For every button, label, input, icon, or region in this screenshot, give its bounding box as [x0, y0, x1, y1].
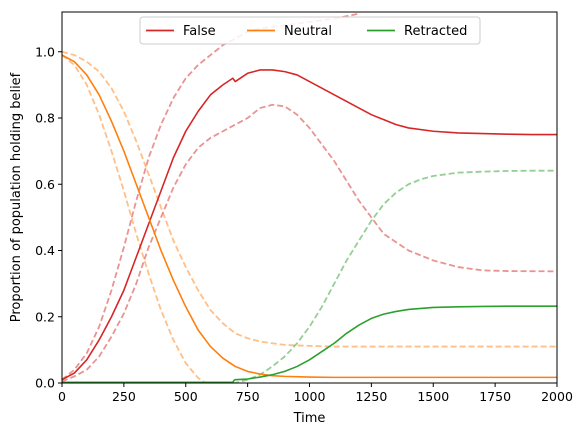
legend-label-neutral: Neutral: [284, 24, 332, 39]
series-line-1: [62, 54, 557, 379]
y-tick-label: 0.6: [35, 177, 55, 192]
legend: False Neutral Retracted: [139, 16, 481, 45]
legend-label-false: False: [183, 24, 216, 39]
x-tick-label: 500: [174, 389, 198, 404]
y-tick-label: 1.0: [35, 44, 55, 59]
y-axis: 0.0 0.2 0.4 0.6 0.8 1.0: [35, 44, 62, 391]
series-line-4: [62, 103, 557, 383]
series-layer: [62, 12, 557, 383]
x-tick-label: 1500: [417, 389, 449, 404]
series-line-6: [62, 54, 207, 383]
series-line-3: [62, 12, 360, 381]
x-tick-label: 750: [236, 389, 260, 404]
y-tick-label: 0.0: [35, 376, 55, 391]
x-tick-label: 1750: [479, 389, 511, 404]
x-tick-label: 1250: [355, 389, 387, 404]
y-tick-label: 0.2: [35, 309, 55, 324]
x-axis-label: Time: [293, 411, 326, 426]
y-axis-label: Proportion of population holding belief: [9, 72, 24, 322]
series-line-7: [62, 169, 557, 383]
y-tick-label: 0.4: [35, 243, 55, 258]
plot-frame: [61, 11, 558, 384]
x-tick-label: 0: [58, 389, 66, 404]
x-axis: 0 250 500 750 1000 1250 1500 1750 2000: [58, 383, 573, 404]
x-tick-label: 2000: [541, 389, 573, 404]
series-line-0: [62, 69, 557, 381]
legend-label-retracted: Retracted: [404, 24, 467, 39]
legend-box: [139, 16, 481, 45]
x-tick-label: 1000: [294, 389, 326, 404]
series-line-2: [62, 305, 557, 383]
y-tick-label: 0.8: [35, 111, 55, 126]
series-line-5: [62, 50, 557, 348]
x-tick-label: 250: [112, 389, 136, 404]
